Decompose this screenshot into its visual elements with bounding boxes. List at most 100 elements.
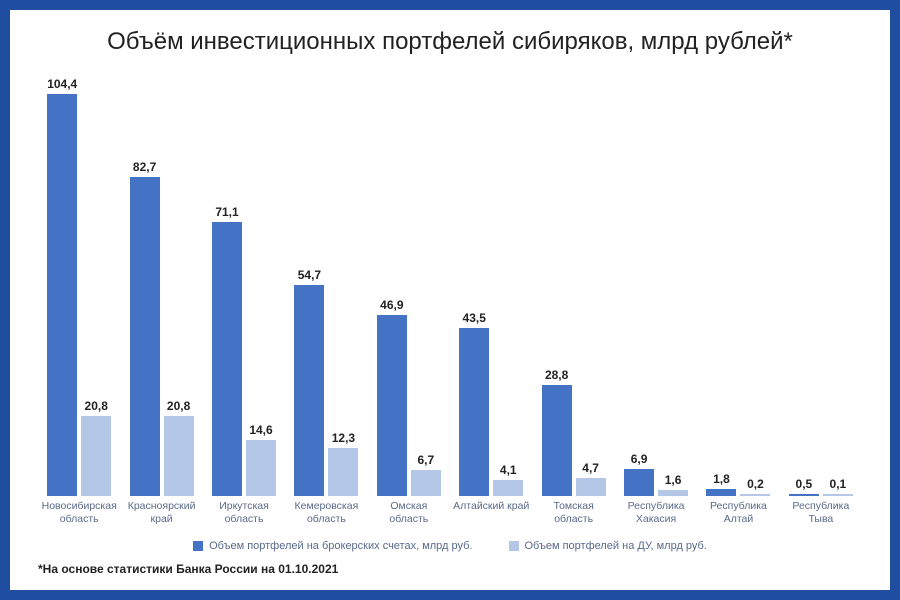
bar-group: 54,7 12,3 [285, 72, 367, 496]
bar-pair: 71,1 14,6 [203, 72, 285, 496]
bar-value-label: 82,7 [133, 160, 156, 174]
bar-group: 104,4 20,8 [38, 72, 120, 496]
bar-pair: 1,8 0,2 [697, 72, 779, 496]
bar-value-label: 0,2 [747, 477, 764, 491]
bar-group: 71,1 14,6 [203, 72, 285, 496]
bar-group: 1,8 0,2 [697, 72, 779, 496]
bar-wrap-du: 1,6 [656, 72, 690, 496]
bar-wrap-broker: 46,9 [375, 72, 409, 496]
x-axis-labels: Новосибирская областьКрасноярский крайИр… [38, 500, 862, 526]
bar-value-label: 104,4 [47, 77, 77, 91]
bar-du [493, 480, 523, 496]
bar-value-label: 4,1 [500, 463, 517, 477]
bar-du [740, 494, 770, 495]
bar-wrap-broker: 1,8 [704, 72, 738, 496]
bar-wrap-broker: 0,5 [787, 72, 821, 496]
bar-value-label: 1,6 [665, 473, 682, 487]
bar-broker [212, 222, 242, 496]
bar-wrap-broker: 54,7 [292, 72, 326, 496]
bar-wrap-broker: 71,1 [210, 72, 244, 496]
x-label: Кемеровская область [285, 500, 367, 526]
bar-value-label: 20,8 [85, 399, 108, 413]
bar-broker [377, 315, 407, 496]
bar-wrap-du: 4,7 [574, 72, 608, 496]
x-label: Республика Тыва [780, 500, 862, 526]
x-label: Республика Алтай [697, 500, 779, 526]
bar-group: 28,8 4,7 [532, 72, 614, 496]
bar-pair: 28,8 4,7 [532, 72, 614, 496]
x-label: Новосибирская область [38, 500, 120, 526]
bar-wrap-du: 4,1 [491, 72, 525, 496]
bar-wrap-du: 14,6 [244, 72, 278, 496]
x-label: Томская область [532, 500, 614, 526]
bar-value-label: 6,9 [631, 452, 648, 466]
x-label: Иркутская область [203, 500, 285, 526]
bar-value-label: 28,8 [545, 368, 568, 382]
bar-value-label: 43,5 [463, 311, 486, 325]
bar-pair: 6,9 1,6 [615, 72, 697, 496]
bar-du [164, 416, 194, 496]
legend-item: Объем портфелей на ДУ, млрд руб. [509, 540, 707, 552]
bar-du [658, 490, 688, 496]
bar-value-label: 71,1 [215, 205, 238, 219]
bar-wrap-du: 12,3 [326, 72, 360, 496]
bar-group: 0,5 0,1 [780, 72, 862, 496]
bar-broker [130, 177, 160, 496]
bar-wrap-du: 0,1 [821, 72, 855, 496]
bar-pair: 0,5 0,1 [780, 72, 862, 496]
bar-pair: 43,5 4,1 [450, 72, 532, 496]
bar-pair: 54,7 12,3 [285, 72, 367, 496]
bar-broker [47, 94, 77, 496]
bar-wrap-broker: 82,7 [128, 72, 162, 496]
bar-du [823, 494, 853, 495]
x-label: Алтайский край [450, 500, 532, 526]
legend-swatch-icon [509, 541, 519, 551]
bar-broker [294, 285, 324, 496]
legend: Объем портфелей на брокерских счетах, мл… [38, 540, 862, 552]
x-label: Республика Хакасия [615, 500, 697, 526]
legend-label: Объем портфелей на брокерских счетах, мл… [209, 540, 472, 552]
bar-value-label: 46,9 [380, 298, 403, 312]
chart-title: Объём инвестиционных портфелей сибиряков… [38, 28, 862, 56]
bar-wrap-broker: 104,4 [45, 72, 79, 496]
bar-value-label: 0,1 [830, 477, 847, 491]
bar-wrap-broker: 6,9 [622, 72, 656, 496]
bar-pair: 82,7 20,8 [120, 72, 202, 496]
bar-du [411, 470, 441, 496]
bar-value-label: 14,6 [249, 423, 272, 437]
bar-group: 46,9 6,7 [368, 72, 450, 496]
bar-broker [624, 469, 654, 496]
bar-broker [706, 489, 736, 496]
bar-du [576, 478, 606, 496]
bar-group: 6,9 1,6 [615, 72, 697, 496]
bar-value-label: 20,8 [167, 399, 190, 413]
legend-label: Объем портфелей на ДУ, млрд руб. [525, 540, 707, 552]
plot-area: 104,4 20,8 82,7 20,8 71,1 14,6 54,7 12,3 46,9 6,7… [38, 66, 862, 496]
bar-du [328, 448, 358, 495]
bar-wrap-du: 0,2 [738, 72, 772, 496]
bar-wrap-du: 20,8 [79, 72, 113, 496]
bar-value-label: 6,7 [417, 453, 434, 467]
bar-value-label: 12,3 [332, 431, 355, 445]
bar-value-label: 4,7 [582, 461, 599, 475]
bar-wrap-du: 6,7 [409, 72, 443, 496]
bar-group: 82,7 20,8 [120, 72, 202, 496]
bar-du [81, 416, 111, 496]
footnote: *На основе статистики Банка России на 01… [38, 562, 862, 576]
chart-area: 104,4 20,8 82,7 20,8 71,1 14,6 54,7 12,3 46,9 6,7… [38, 66, 862, 552]
bar-wrap-du: 20,8 [162, 72, 196, 496]
bar-broker [789, 494, 819, 496]
chart-frame: Объём инвестиционных портфелей сибиряков… [0, 0, 900, 600]
x-label: Омская область [368, 500, 450, 526]
legend-item: Объем портфелей на брокерских счетах, мл… [193, 540, 472, 552]
bar-value-label: 0,5 [796, 477, 813, 491]
bar-value-label: 1,8 [713, 472, 730, 486]
legend-swatch-icon [193, 541, 203, 551]
bar-group: 43,5 4,1 [450, 72, 532, 496]
x-label: Красноярский край [120, 500, 202, 526]
bar-wrap-broker: 43,5 [457, 72, 491, 496]
bar-broker [542, 385, 572, 496]
bar-du [246, 440, 276, 496]
bar-pair: 46,9 6,7 [368, 72, 450, 496]
bar-broker [459, 328, 489, 496]
